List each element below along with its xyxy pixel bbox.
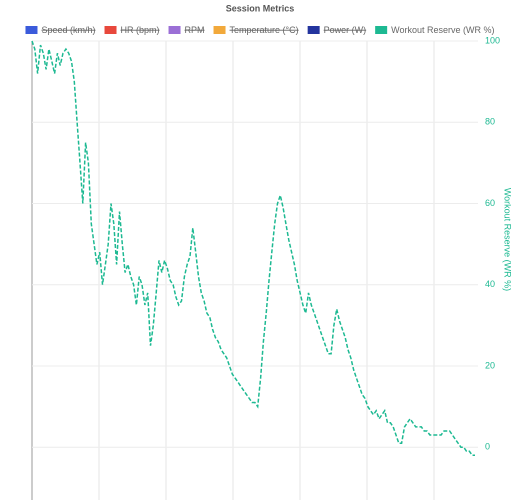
legend-label: Speed (km/h)	[41, 25, 95, 35]
y-tick-label: 100	[485, 35, 500, 45]
legend-item[interactable]: RPM	[168, 25, 205, 35]
legend-swatch	[375, 26, 388, 34]
y-tick-label: 80	[485, 117, 495, 127]
legend-item[interactable]: Workout Reserve (WR %)	[375, 25, 495, 35]
y-tick-label: 0	[485, 442, 490, 452]
legend-swatch	[213, 26, 226, 34]
legend-item[interactable]: Speed (km/h)	[25, 25, 96, 35]
legend-swatch	[25, 26, 38, 34]
legend-item[interactable]: Power (W)	[307, 25, 367, 35]
legend-swatch	[307, 26, 320, 34]
y-tick-label: 60	[485, 198, 495, 208]
line	[31, 40, 475, 457]
legend-label: Power (W)	[324, 25, 367, 35]
y-tick-label: 40	[485, 279, 495, 289]
legend-label: Workout Reserve (WR %)	[391, 25, 494, 35]
y-tick-label: 20	[485, 360, 495, 370]
y-axis-title: Workout Reserve (WR %)	[503, 188, 513, 291]
legend-label: HR (bpm)	[121, 25, 160, 35]
legend-swatch	[168, 26, 181, 34]
legend-item[interactable]: Temperature (°C)	[213, 25, 299, 35]
legend-swatch	[104, 26, 117, 34]
legend-label: Temperature (°C)	[230, 25, 299, 35]
legend-label: RPM	[185, 25, 205, 35]
legend-item[interactable]: HR (bpm)	[104, 25, 160, 35]
chart-title: Session Metrics	[226, 3, 295, 13]
